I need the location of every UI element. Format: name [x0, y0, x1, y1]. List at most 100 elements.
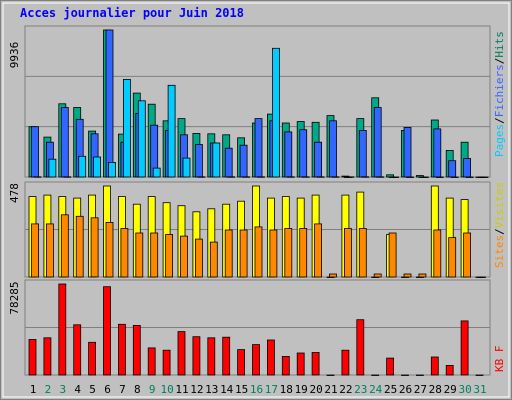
bar-pages-day-3 [63, 176, 72, 178]
bar-kb-f-day-18 [281, 355, 290, 376]
bar-sites-day-12 [194, 238, 203, 278]
bar-fichiers-day-14 [224, 147, 233, 178]
bar-pages-day-25 [391, 176, 400, 178]
bar-kb-f-day-24 [371, 374, 380, 376]
bar-fichiers-day-28 [433, 128, 442, 178]
bar-sites-day-7 [120, 228, 129, 278]
legend-kbf: KB F [493, 346, 506, 373]
bar-sites-day-15 [239, 229, 248, 278]
bar-sites-day-30 [463, 232, 472, 278]
bar-kb-f-day-20 [311, 351, 320, 376]
bar-kb-f-day-30 [460, 320, 469, 376]
bar-sites-day-4 [75, 215, 84, 278]
bar-kb-f-day-13 [207, 337, 216, 376]
bar-pages-day-27 [420, 176, 429, 178]
bar-kb-f-day-3 [58, 283, 67, 376]
x-tick-label: 13 [205, 383, 218, 396]
bar-sites-day-28 [433, 229, 442, 278]
bar-fichiers-day-19 [299, 129, 308, 178]
x-tick-label: 19 [295, 383, 308, 396]
bar-pages-day-18 [286, 176, 295, 178]
bar-sites-day-5 [90, 217, 99, 278]
top-ymax-label: 9936 [8, 42, 21, 69]
x-tick-label: 24 [369, 383, 383, 396]
legend-sites: Sites [493, 235, 506, 268]
x-tick-label: 1 [30, 383, 37, 396]
bar-kb-f-day-9 [147, 347, 156, 376]
bar-kb-f-day-17 [266, 339, 275, 376]
x-tick-label: 23 [354, 383, 367, 396]
bar-pages-day-20 [316, 176, 325, 178]
bar-fichiers-day-21 [329, 120, 337, 178]
bar-pages-day-2 [48, 158, 57, 178]
x-tick-label: 27 [414, 383, 427, 396]
x-tick-label: 25 [384, 383, 397, 396]
bar-kb-f-day-4 [73, 324, 82, 376]
bar-sites-day-18 [284, 228, 293, 278]
bar-kb-f-day-21 [326, 374, 335, 376]
x-tick-label: 9 [149, 383, 156, 396]
panel-3 [24, 279, 491, 376]
bar-pages-day-13 [212, 142, 221, 178]
bar-pages-day-21 [331, 176, 340, 178]
bar-fichiers-day-6 [105, 29, 114, 178]
bar-kb-f-day-5 [88, 341, 96, 376]
bar-kb-f-day-7 [118, 323, 126, 376]
x-tick-label: 12 [190, 383, 203, 396]
chart-title: Acces journalier pour Juin 2018 [20, 6, 244, 20]
bar-kb-f-day-11 [177, 331, 186, 376]
bar-pages-day-8 [137, 100, 146, 178]
bar-kb-f-day-6 [103, 286, 111, 376]
bar-kb-f-day-14 [222, 336, 231, 376]
bar-fichiers-day-18 [284, 131, 293, 178]
bar-kb-f-day-31 [475, 374, 484, 376]
bar-kb-f-day-12 [192, 336, 201, 376]
bar-pages-day-22 [346, 176, 355, 178]
x-tick-label: 30 [458, 383, 471, 396]
bar-fichiers-day-29 [448, 160, 457, 178]
x-tick-label: 26 [399, 383, 412, 396]
bar-fichiers-day-20 [314, 141, 323, 178]
bar-fichiers-day-1 [31, 126, 39, 178]
bar-pages-day-24 [376, 176, 385, 178]
bar-pages-day-26 [406, 176, 414, 178]
bar-kb-f-day-27 [415, 374, 424, 376]
bottom-ymax-label: 78285 [8, 281, 21, 314]
bar-sites-day-25 [388, 232, 397, 278]
x-tick-label: 5 [89, 383, 96, 396]
bar-sites-day-27 [418, 273, 427, 278]
panel-1 [24, 25, 491, 178]
bar-kb-f-day-19 [296, 352, 305, 376]
x-tick-label: 20 [309, 383, 322, 396]
bar-kb-f-day-2 [43, 337, 52, 376]
bar-pages-day-10 [167, 84, 176, 178]
bar-pages-day-7 [123, 79, 131, 178]
legend-middle: Sites/Visites [493, 182, 506, 268]
bar-sites-day-6 [105, 221, 114, 278]
bar-sites-day-11 [180, 235, 188, 278]
x-tick-label: 21 [324, 383, 337, 396]
bar-sites-day-26 [403, 273, 412, 278]
x-tick-label: 22 [339, 383, 352, 396]
bar-fichiers-day-23 [358, 129, 367, 178]
bar-kb-f-day-10 [162, 349, 171, 376]
bar-sites-day-13 [209, 241, 218, 278]
x-tick-label: 8 [134, 383, 141, 396]
legend-pages: Pages [493, 124, 506, 157]
bar-pages-day-28 [435, 176, 444, 178]
bar-fichiers-day-12 [194, 144, 203, 178]
bar-kb-f-day-25 [386, 357, 395, 376]
bar-kb-f-day-28 [430, 356, 439, 376]
x-tick-label: 15 [235, 383, 248, 396]
bar-pages-day-1 [33, 176, 42, 178]
bar-sites-day-17 [269, 229, 278, 278]
x-tick-label: 14 [220, 383, 234, 396]
bar-sites-day-1 [31, 223, 39, 278]
x-tick-label: 11 [175, 383, 188, 396]
bar-pages-day-17 [271, 47, 280, 178]
bar-pages-day-31 [480, 176, 489, 178]
bar-sites-day-9 [150, 232, 159, 278]
middle-ymax-label: 478 [8, 183, 21, 203]
bar-pages-day-12 [197, 176, 206, 178]
bar-sites-day-24 [373, 273, 382, 278]
